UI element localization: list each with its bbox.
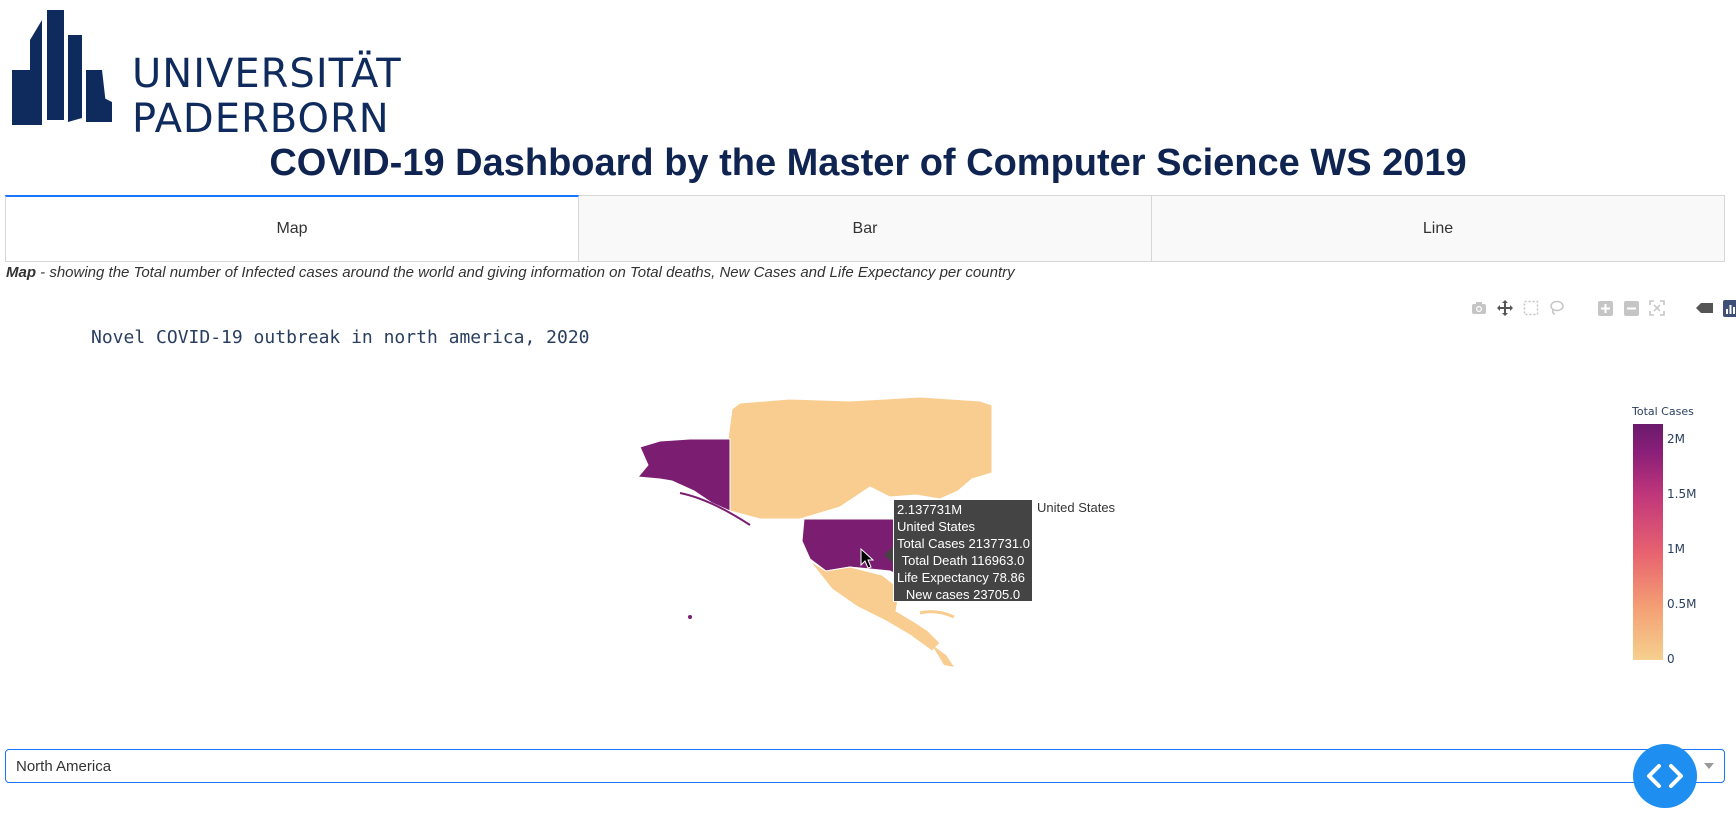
chevron-down-icon[interactable]: [1704, 763, 1714, 769]
tooltip-total-cases: Total Cases 2137731.0: [897, 536, 1030, 551]
colorbar-tick-1.5m: 1.5M: [1667, 487, 1697, 501]
north-america-map[interactable]: [620, 395, 1140, 675]
tab-map[interactable]: Map: [5, 195, 579, 261]
region-alaska: [637, 438, 731, 512]
colorbar-title: Total Cases: [1632, 405, 1694, 418]
region-aleutians: [679, 492, 751, 526]
dropdown-selected-value: North America: [16, 757, 112, 775]
tooltip-new-cases: New cases 23705.0: [905, 587, 1021, 602]
tab-bar-chart[interactable]: Bar: [579, 195, 1152, 261]
region-mexico: [809, 560, 941, 652]
tooltip-life-expectancy: Life Expectancy 78.86: [897, 570, 1025, 585]
tooltip-total-death: Total Death 116963.0: [901, 553, 1025, 568]
tooltip-arrow: [884, 547, 893, 563]
zoom-in-icon[interactable]: [1596, 299, 1614, 317]
tab-line-chart[interactable]: Line: [1152, 195, 1725, 261]
camera-icon[interactable]: [1470, 299, 1488, 317]
plotly-logo-icon[interactable]: [1722, 299, 1736, 317]
region-dropdown[interactable]: North America: [5, 749, 1725, 783]
page-title: COVID-19 Dashboard by the Master of Comp…: [269, 142, 1467, 184]
region-canada: [727, 396, 993, 520]
tooltip-trace-label: United States: [1037, 500, 1116, 515]
hover-tooltip: 2.137731M United States Total Cases 2137…: [893, 499, 1033, 602]
colorbar: [1633, 424, 1663, 660]
logo-line-2: PADERBORN: [132, 96, 390, 142]
plot-modebar: [1470, 296, 1736, 320]
mouse-cursor-icon: [860, 548, 874, 569]
tab-bar: Map Bar Line: [5, 195, 1725, 262]
chart-title: Novel COVID-19 outbreak in north america…: [91, 327, 590, 348]
university-name: UNIVERSITÄT PADERBORN: [132, 52, 402, 142]
region-central-america: [932, 645, 954, 667]
code-icon: [1647, 764, 1683, 788]
tooltip-value: 2.137731M: [897, 502, 963, 517]
pan-icon[interactable]: [1496, 299, 1514, 317]
tab-description: Map - showing the Total number of Infect…: [6, 264, 1015, 281]
caption-bold: Map: [6, 264, 36, 281]
autoscale-icon[interactable]: [1648, 299, 1666, 317]
code-toggle-button[interactable]: [1633, 744, 1697, 808]
box-select-icon[interactable]: [1522, 299, 1540, 317]
paderborn-logo-icon: [12, 10, 112, 125]
tooltip-country: United States: [897, 519, 976, 534]
hover-toggle-icon[interactable]: [1696, 299, 1714, 317]
zoom-out-icon[interactable]: [1622, 299, 1640, 317]
colorbar-tick-2m: 2M: [1667, 432, 1685, 446]
caption-text: - showing the Total number of Infected c…: [36, 264, 1015, 281]
lasso-icon[interactable]: [1548, 299, 1566, 317]
region-hawaii: [688, 615, 692, 619]
colorbar-tick-0.5m: 0.5M: [1667, 597, 1697, 611]
colorbar-tick-0: 0: [1667, 652, 1675, 666]
region-caribbean: [919, 610, 955, 619]
logo-line-1: UNIVERSITÄT: [132, 51, 402, 97]
colorbar-tick-1m: 1M: [1667, 542, 1685, 556]
university-logo: UNIVERSITÄT PADERBORN: [12, 10, 401, 142]
